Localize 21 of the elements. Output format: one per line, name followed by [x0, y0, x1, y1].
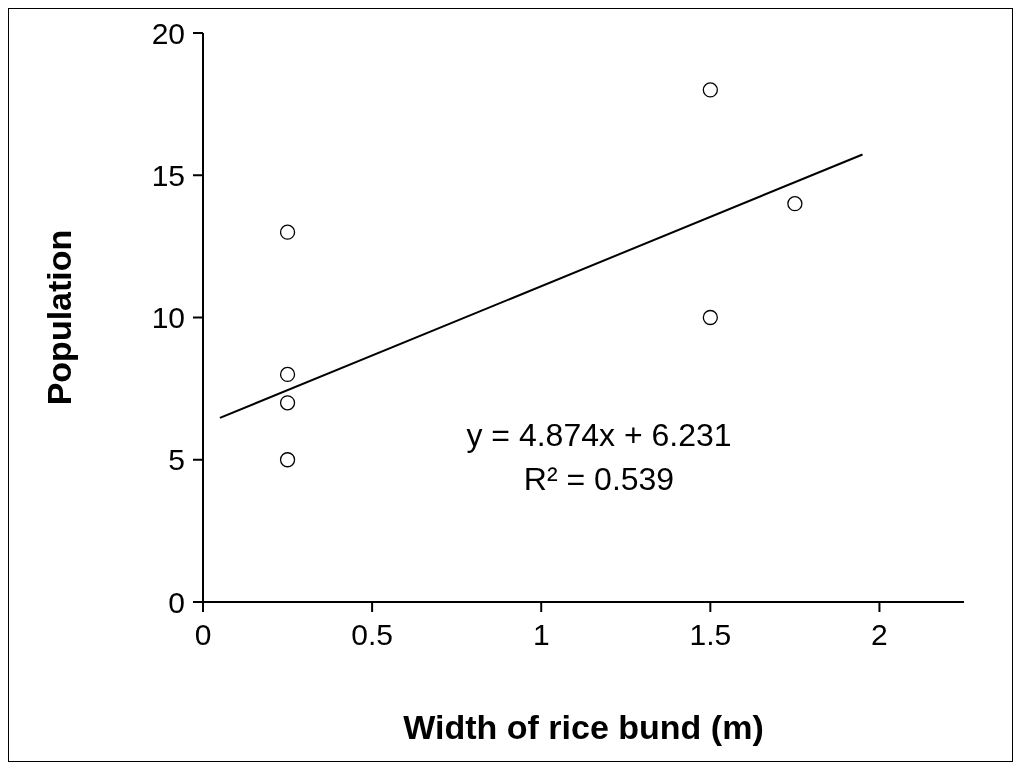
x-tick-label: 1 — [532, 618, 550, 652]
annotation: R² = 0.539 — [522, 461, 676, 498]
x-tick-label: 0 — [194, 618, 212, 652]
point — [279, 224, 296, 240]
x-tick-label: 1.5 — [689, 618, 732, 652]
point — [279, 452, 296, 468]
y-tick-label: 15 — [151, 158, 185, 192]
x-tick-label: 2 — [871, 618, 888, 652]
y-tick-label: 20 — [151, 16, 185, 50]
point — [279, 366, 296, 383]
point — [787, 196, 803, 212]
annotation: y = 4.874x + 6.231 — [465, 417, 733, 454]
x-axis-title: Width of rice bund (m) — [403, 708, 764, 746]
point — [702, 309, 718, 326]
y-axis-title: Population — [40, 229, 79, 406]
y-tick-label: 5 — [168, 443, 185, 477]
y-tick-label: 0 — [168, 585, 185, 619]
point — [702, 82, 718, 98]
point — [279, 395, 296, 411]
x-tick-label: 0.5 — [351, 618, 393, 652]
y-tick-label: 10 — [151, 301, 185, 335]
